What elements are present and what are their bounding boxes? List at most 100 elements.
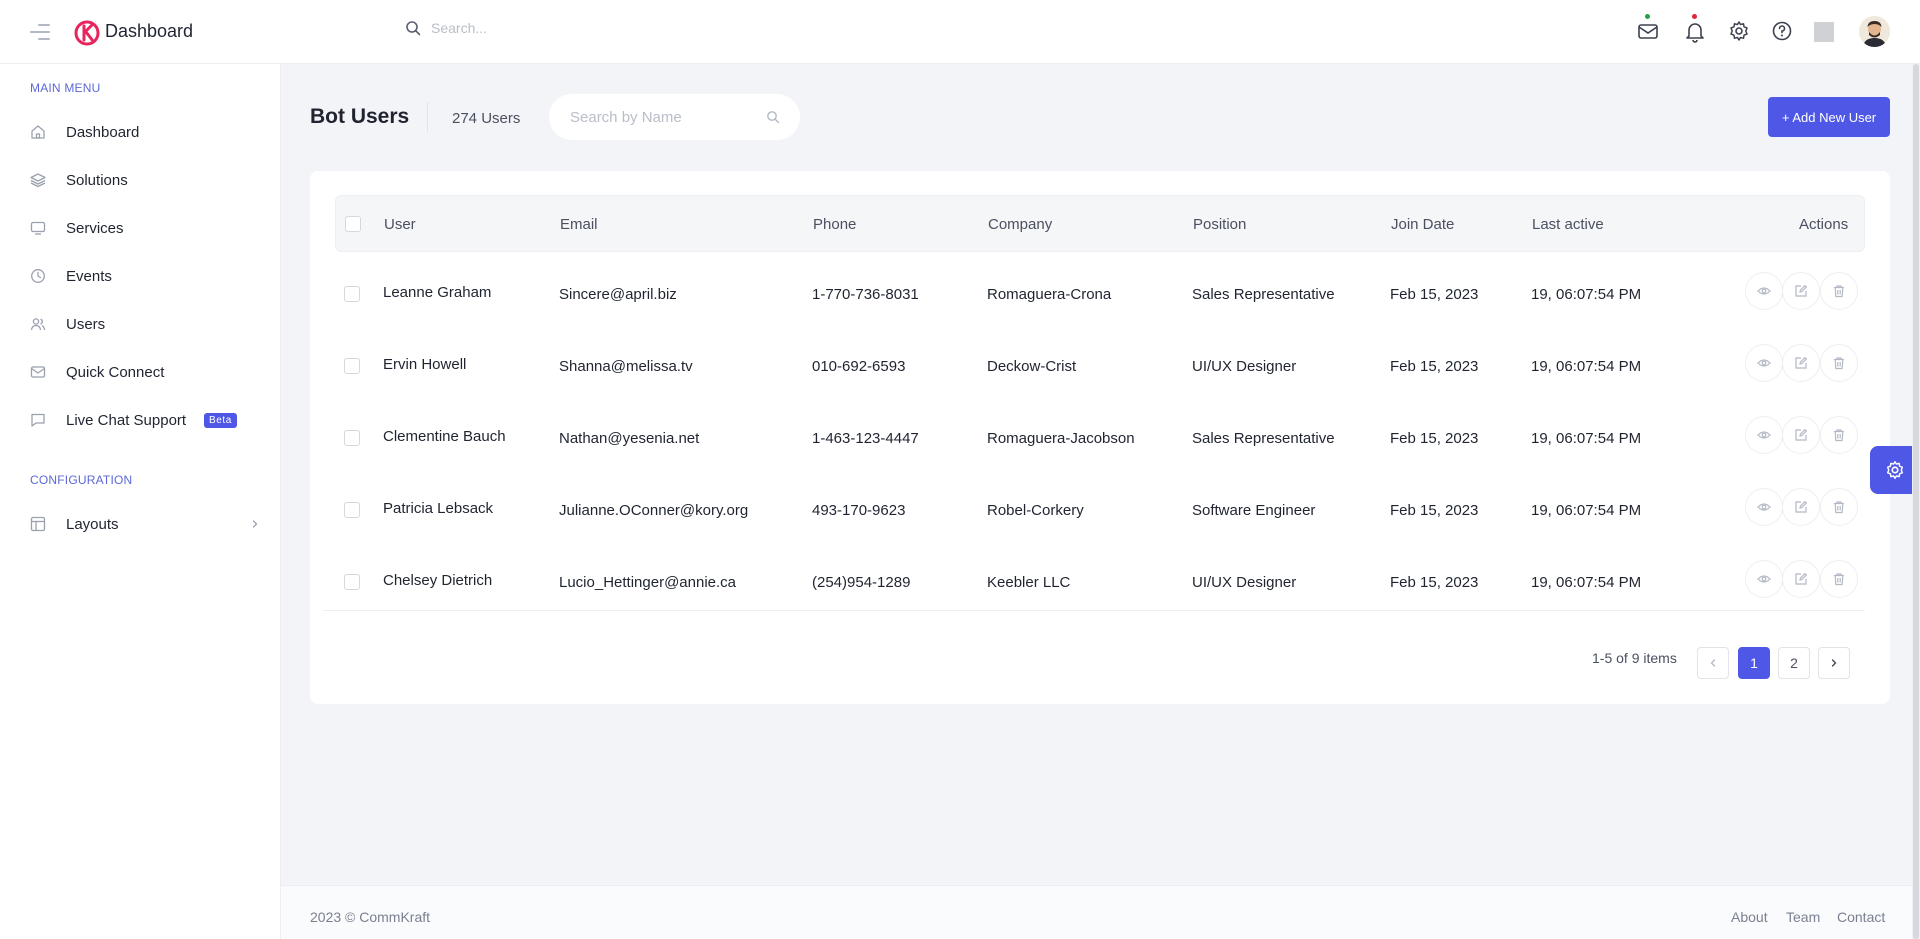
pagination-page-2[interactable]: 2	[1778, 647, 1810, 679]
delete-button[interactable]	[1820, 344, 1858, 382]
column-header-last-active[interactable]: Last active	[1532, 216, 1604, 233]
cell-join-date: Feb 15, 2023	[1390, 430, 1479, 447]
column-header-phone[interactable]: Phone	[813, 216, 857, 233]
column-header-email[interactable]: Email	[560, 216, 598, 233]
cell-company: Deckow-Crist	[987, 358, 1077, 375]
eye-icon	[1757, 428, 1771, 442]
profile-square[interactable]	[1814, 22, 1834, 42]
edit-button[interactable]	[1782, 488, 1820, 526]
cell-user[interactable]: Clementine Bauch	[383, 428, 506, 445]
configuration-caption: CONFIGURATION	[30, 473, 133, 487]
layers-icon	[30, 173, 46, 188]
bell-icon[interactable]	[1683, 19, 1707, 43]
main-menu-caption: MAIN MENU	[30, 81, 101, 95]
table-row[interactable]: Ervin Howell Shanna@melissa.tv 010-692-659…	[335, 330, 1865, 402]
table-row[interactable]: Leanne Graham Sincere@april.biz 1-770-736-…	[335, 258, 1865, 330]
name-search-input[interactable]	[570, 108, 760, 126]
cell-user[interactable]: Patricia Lebsack	[383, 500, 494, 517]
pagination-page-1[interactable]: 1	[1738, 647, 1770, 679]
edit-icon	[1794, 284, 1808, 298]
chevron-right-icon	[1831, 659, 1837, 667]
row-checkbox[interactable]	[344, 286, 360, 302]
footer-link-contact[interactable]: Contact	[1837, 909, 1886, 925]
table-divider	[323, 610, 1865, 611]
pagination-next-button[interactable]	[1818, 647, 1850, 679]
edit-button[interactable]	[1782, 560, 1820, 598]
cell-email[interactable]: Lucio_Hettinger@annie.ca	[559, 574, 737, 591]
mail-icon[interactable]	[1636, 19, 1660, 43]
footer-link-about[interactable]: About	[1731, 909, 1768, 925]
cell-email[interactable]: Shanna@melissa.tv	[559, 358, 693, 375]
add-new-user-button[interactable]: + Add New User	[1768, 97, 1890, 137]
sidebar-item-events[interactable]: Events	[0, 256, 280, 296]
sidebar-item-dashboard[interactable]: Dashboard	[0, 112, 280, 152]
table-row[interactable]: Chelsey Dietrich Lucio_Hettinger@annie.ca…	[335, 546, 1865, 618]
delete-button[interactable]	[1820, 272, 1858, 310]
sidebar-item-label: Live Chat Support	[66, 411, 187, 429]
search-icon[interactable]	[766, 110, 780, 124]
cell-email[interactable]: Julianne.OConner@kory.org	[559, 502, 749, 519]
column-header-user[interactable]: User	[384, 216, 416, 233]
sidebar-item-label: Services	[66, 219, 124, 237]
view-button[interactable]	[1745, 560, 1783, 598]
sidebar-item-users[interactable]: Users	[0, 304, 280, 344]
delete-button[interactable]	[1820, 560, 1858, 598]
edit-icon	[1794, 356, 1808, 370]
customizer-toggle-button[interactable]	[1870, 446, 1920, 494]
cell-email[interactable]: Nathan@yesenia.net	[559, 430, 700, 447]
footer-link-team[interactable]: Team	[1786, 909, 1821, 925]
column-header-position[interactable]: Position	[1193, 216, 1247, 233]
edit-icon	[1794, 428, 1808, 442]
sidebar-item-live-chat-support[interactable]: Live Chat Support Beta	[0, 400, 280, 440]
hamburger-icon[interactable]	[30, 24, 50, 40]
row-checkbox[interactable]	[344, 502, 360, 518]
logo-icon	[74, 20, 100, 46]
view-button[interactable]	[1745, 344, 1783, 382]
scrollbar-thumb[interactable]	[1913, 64, 1919, 939]
column-header-join-date[interactable]: Join Date	[1391, 216, 1455, 233]
search-input[interactable]	[431, 20, 731, 36]
view-button[interactable]	[1745, 416, 1783, 454]
home-icon	[31, 125, 45, 139]
delete-button[interactable]	[1820, 416, 1858, 454]
row-checkbox[interactable]	[344, 430, 360, 446]
sidebar: MAIN MENU Dashboard Solutions Services E…	[0, 64, 281, 939]
cell-phone: 493-170-9623	[812, 502, 906, 519]
row-checkbox[interactable]	[344, 574, 360, 590]
settings-icon[interactable]	[1727, 19, 1751, 43]
brand-name[interactable]: Dashboard	[105, 21, 194, 41]
user-count: 274 Users	[452, 110, 521, 127]
pagination-info: 1-5 of 9 items	[1592, 650, 1677, 666]
sidebar-item-layouts[interactable]: Layouts	[0, 504, 280, 544]
select-all-checkbox[interactable]	[345, 216, 361, 232]
cell-join-date: Feb 15, 2023	[1390, 574, 1479, 591]
edit-button[interactable]	[1782, 416, 1820, 454]
delete-button[interactable]	[1820, 488, 1858, 526]
sidebar-item-solutions[interactable]: Solutions	[0, 160, 280, 200]
view-button[interactable]	[1745, 272, 1783, 310]
cell-email[interactable]: Sincere@april.biz	[559, 286, 677, 303]
table-row[interactable]: Clementine Bauch Nathan@yesenia.net 1-463-…	[335, 402, 1865, 474]
sidebar-item-quick-connect[interactable]: Quick Connect	[0, 352, 280, 392]
trash-icon	[1832, 500, 1846, 514]
edit-button[interactable]	[1782, 344, 1820, 382]
pagination-prev-button[interactable]	[1697, 647, 1729, 679]
help-icon[interactable]	[1770, 19, 1794, 43]
edit-button[interactable]	[1782, 272, 1820, 310]
view-button[interactable]	[1745, 488, 1783, 526]
cell-position: Software Engineer	[1192, 502, 1316, 519]
sidebar-item-services[interactable]: Services	[0, 208, 280, 248]
monitor-icon	[30, 221, 46, 235]
clock-icon	[31, 269, 45, 283]
name-search-box[interactable]	[549, 94, 800, 140]
title-divider	[427, 102, 428, 132]
cell-user[interactable]: Chelsey Dietrich	[383, 572, 493, 589]
cell-user[interactable]: Leanne Graham	[383, 284, 492, 301]
cell-user[interactable]: Ervin Howell	[383, 356, 467, 373]
sidebar-item-label: Quick Connect	[66, 363, 165, 381]
avatar[interactable]	[1859, 16, 1890, 47]
row-checkbox[interactable]	[344, 358, 360, 374]
table-row[interactable]: Patricia Lebsack Julianne.OConner@kory.or…	[335, 474, 1865, 546]
global-search[interactable]	[405, 20, 731, 36]
column-header-company[interactable]: Company	[988, 216, 1053, 233]
